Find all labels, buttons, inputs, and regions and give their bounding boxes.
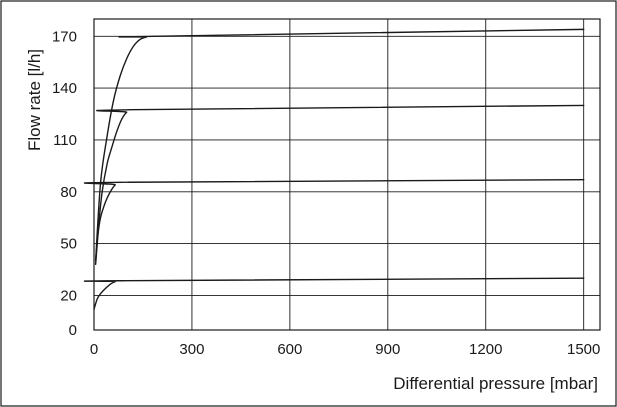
x-tick-label: 600 xyxy=(277,341,302,358)
x-tick-label: 300 xyxy=(179,341,204,358)
y-tick-label: 20 xyxy=(60,287,77,304)
flow-curve-3 xyxy=(94,104,585,266)
grid-layer xyxy=(93,18,601,331)
y-tick-label: 80 xyxy=(60,184,77,201)
x-tick-label: 1500 xyxy=(567,341,600,358)
y-axis-title: Flow rate [l/h] xyxy=(25,49,44,151)
y-tick-label: 0 xyxy=(69,322,77,339)
flow-curve-1 xyxy=(84,277,585,310)
tick-label-layer: 0 300 600 900 1200 1500 0 20 50 80 110 140 170 xyxy=(52,28,600,358)
flow-curve-4 xyxy=(94,28,585,262)
y-tick-label: 110 xyxy=(53,132,77,149)
x-axis-title: Differential pressure [mbar] xyxy=(393,374,598,393)
y-tick-label: 140 xyxy=(52,80,77,97)
x-tick-label: 900 xyxy=(375,341,400,358)
series-layer xyxy=(84,28,585,310)
x-tick-label: 0 xyxy=(90,341,98,358)
plot-area-border xyxy=(93,18,601,331)
x-tick-label: 1200 xyxy=(469,341,502,358)
y-tick-label: 50 xyxy=(60,236,77,253)
y-tick-label: 170 xyxy=(52,28,77,45)
